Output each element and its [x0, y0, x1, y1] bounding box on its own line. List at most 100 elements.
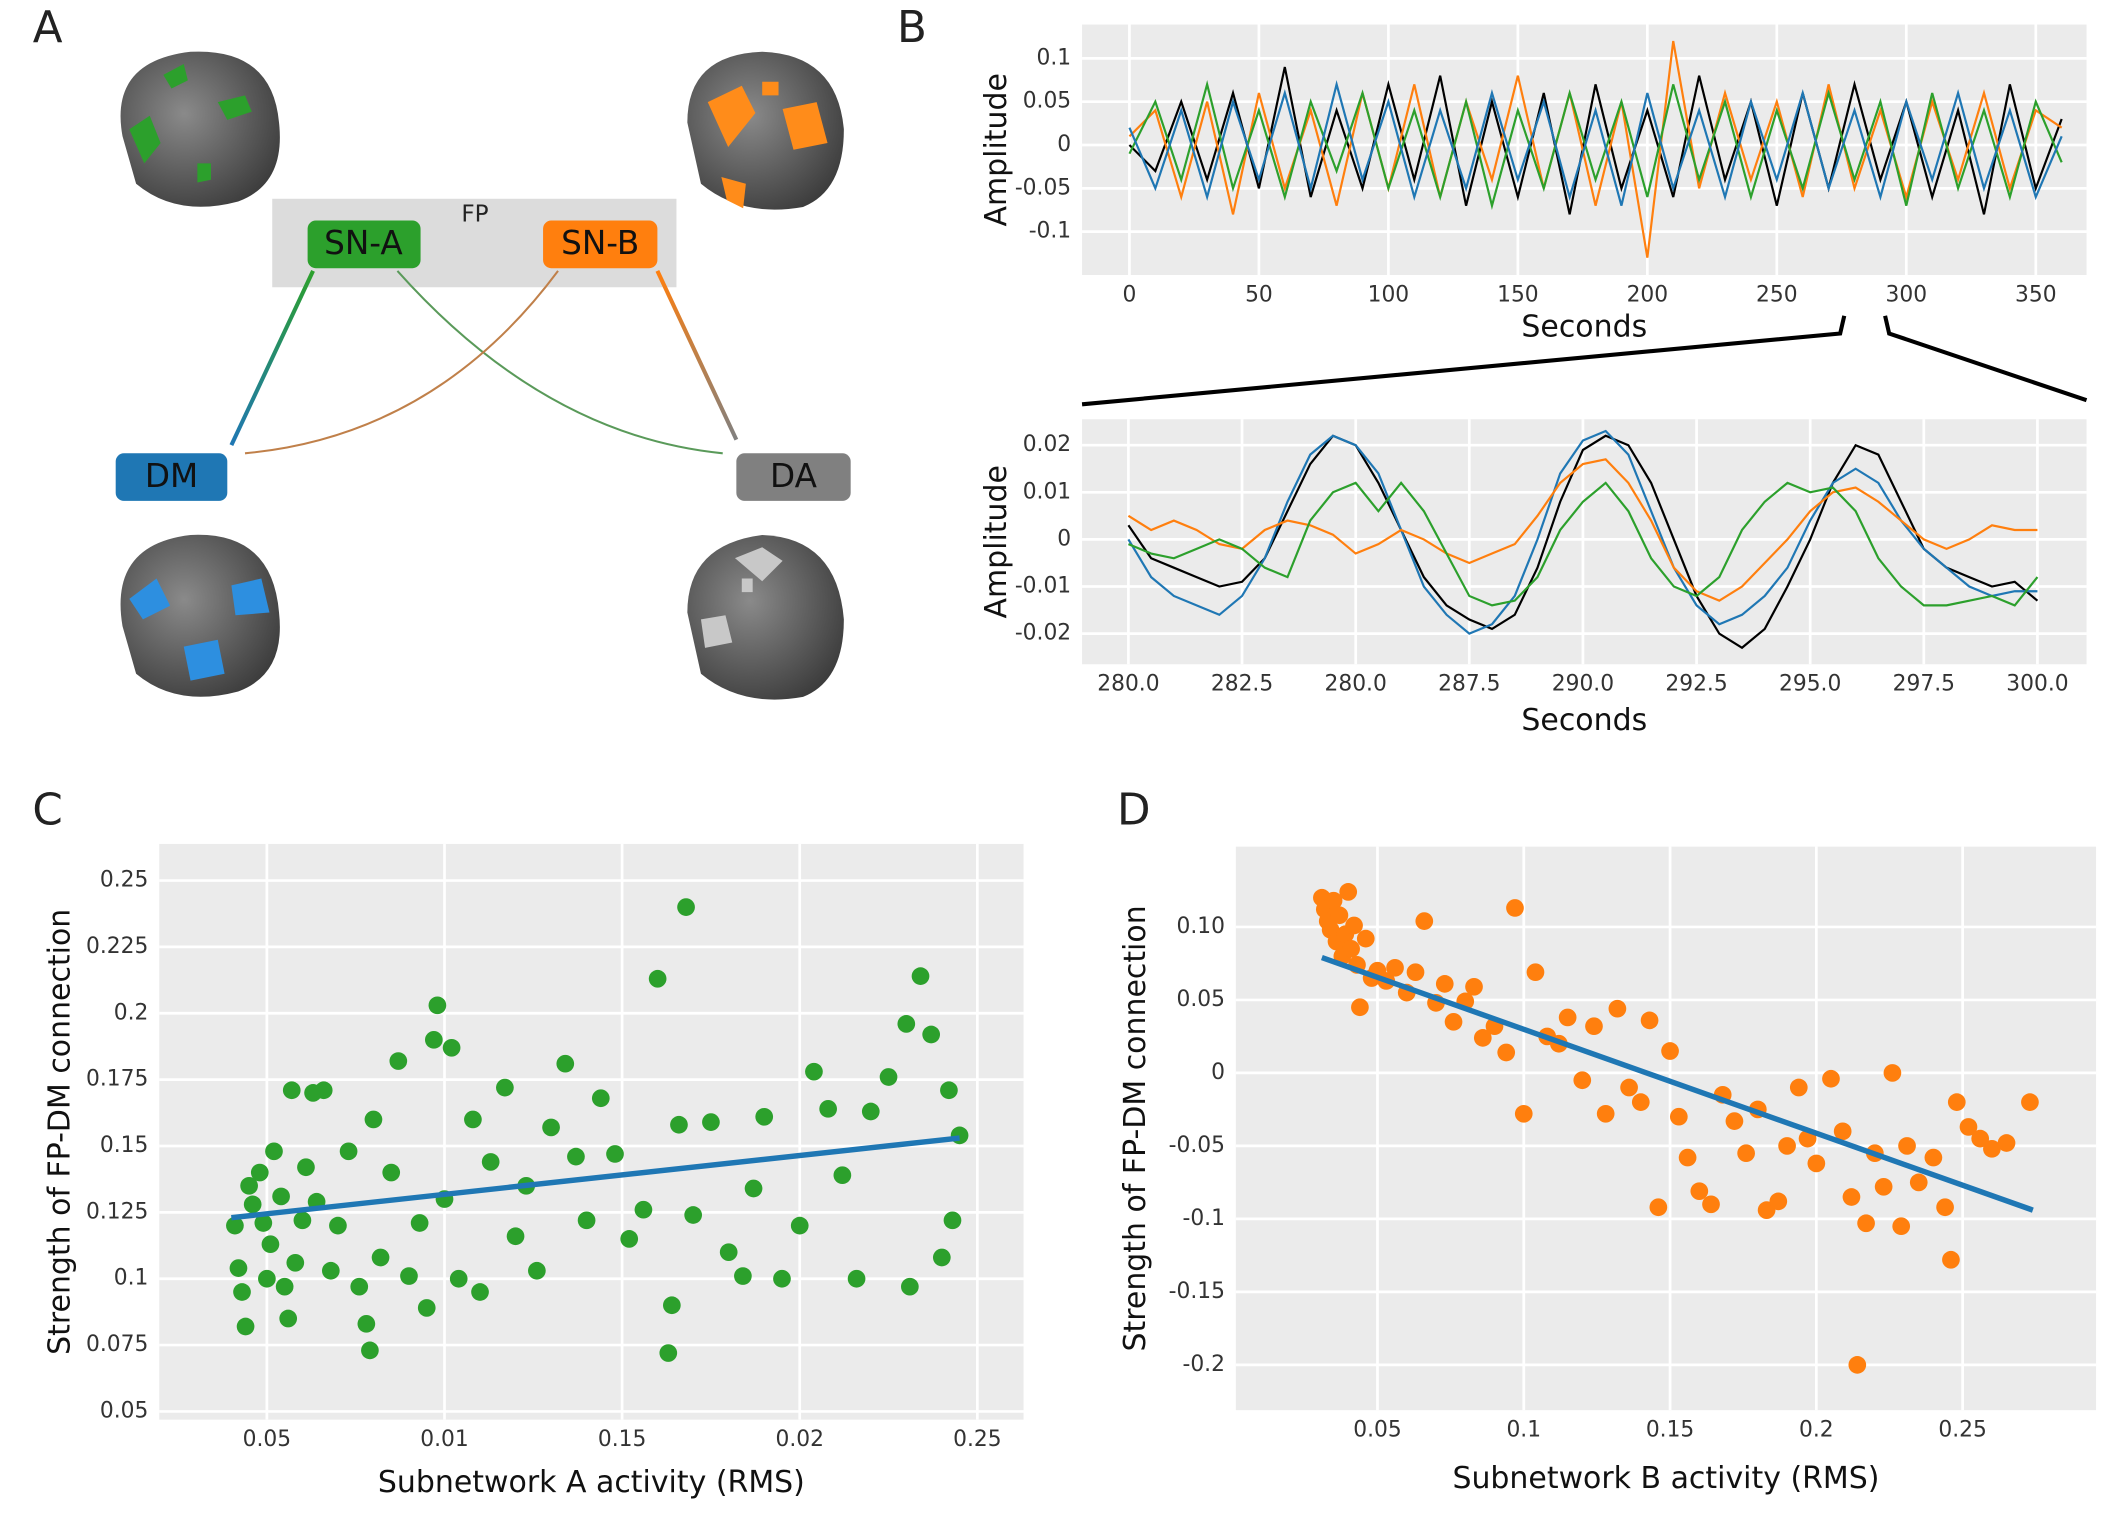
point [950, 1126, 969, 1145]
point [1339, 883, 1358, 901]
point [1444, 1012, 1463, 1031]
edge [655, 270, 739, 441]
point [1874, 1177, 1893, 1196]
point [1356, 929, 1375, 948]
point [1971, 1129, 1990, 1148]
point [556, 1054, 575, 1073]
point [790, 1216, 809, 1235]
point [744, 1179, 763, 1198]
point [847, 1269, 866, 1288]
point [1345, 916, 1363, 935]
y-tick-label: 0.175 [86, 1067, 148, 1092]
point [1406, 963, 1425, 982]
point [1330, 906, 1349, 925]
point [1620, 1078, 1638, 1097]
point [1807, 1154, 1826, 1173]
y-tick-label: 0.02 [1023, 432, 1071, 457]
series-line [1128, 80, 2063, 206]
x-tick-label: 0.15 [1646, 1418, 1694, 1443]
y-tick-label: 0.125 [86, 1199, 148, 1224]
point [339, 1142, 358, 1161]
point [240, 1176, 258, 1195]
point [620, 1230, 639, 1248]
point [1924, 1148, 1943, 1167]
point [1558, 1008, 1577, 1027]
x-tick-label: 287.5 [1438, 672, 1500, 697]
edge [396, 270, 723, 455]
point [755, 1107, 774, 1126]
point [1640, 1011, 1659, 1030]
point [382, 1163, 401, 1182]
point [1435, 975, 1454, 993]
point [879, 1068, 898, 1086]
point [229, 1259, 248, 1277]
point [805, 1062, 823, 1081]
x-tick-label: 50 [1245, 282, 1273, 307]
y-tick-label: -0.1 [1029, 219, 1071, 244]
point [943, 1211, 962, 1230]
plot-background [1082, 419, 2087, 665]
y-tick-label: 0.01 [1023, 479, 1071, 504]
point [1789, 1078, 1808, 1097]
point [1947, 1093, 1966, 1111]
point [389, 1052, 408, 1070]
point [702, 1113, 720, 1131]
point [275, 1277, 294, 1296]
y-tick-label: 0 [1057, 526, 1071, 551]
point [1690, 1182, 1709, 1201]
point [819, 1099, 837, 1118]
point [567, 1147, 585, 1166]
point [1386, 958, 1404, 977]
series-line [1127, 481, 2039, 607]
point [1497, 1043, 1516, 1062]
point [442, 1038, 461, 1057]
point [542, 1118, 560, 1137]
point [464, 1110, 482, 1129]
x-tick-label: 280.0 [1097, 672, 1159, 697]
point [279, 1309, 298, 1328]
x-axis-title: Seconds [1521, 703, 1647, 738]
point [901, 1277, 919, 1296]
point [1415, 912, 1434, 930]
point [1669, 1107, 1688, 1126]
point [243, 1195, 262, 1214]
node-label: SN-B [561, 224, 639, 262]
point [1725, 1112, 1744, 1130]
panel-label: B [897, 3, 927, 53]
point [1769, 1192, 1788, 1211]
point [1848, 1356, 1867, 1374]
edge-label: FP [461, 202, 488, 228]
point [932, 1248, 951, 1267]
point [922, 1025, 941, 1044]
point [350, 1277, 369, 1296]
point [1883, 1064, 1902, 1082]
node [736, 453, 851, 501]
point [773, 1269, 791, 1288]
y-axis-title: Strength of FP-DM connection [43, 909, 78, 1355]
y-axis-title: Amplitude [979, 73, 1014, 226]
point [371, 1248, 390, 1267]
point [911, 967, 930, 985]
point [1778, 1137, 1796, 1155]
x-tick-label: 350 [2015, 282, 2057, 307]
point [606, 1145, 624, 1163]
x-tick-label: 0.05 [1353, 1418, 1401, 1443]
series-line [1128, 80, 2063, 211]
fit-line [231, 1135, 960, 1221]
point [357, 1314, 376, 1333]
point [1351, 998, 1369, 1017]
point [577, 1211, 596, 1230]
point [833, 1166, 852, 1185]
point [250, 1163, 269, 1182]
point [1842, 1188, 1861, 1206]
x-tick-label: 0.02 [775, 1427, 823, 1452]
node [307, 220, 421, 269]
plot-background [159, 843, 1024, 1420]
point [1997, 1134, 2016, 1152]
point [1983, 1139, 2001, 1158]
point [1585, 1017, 1603, 1036]
x-tick-label: 0.25 [1938, 1418, 1986, 1443]
x-tick-label: 0.05 [243, 1427, 291, 1452]
